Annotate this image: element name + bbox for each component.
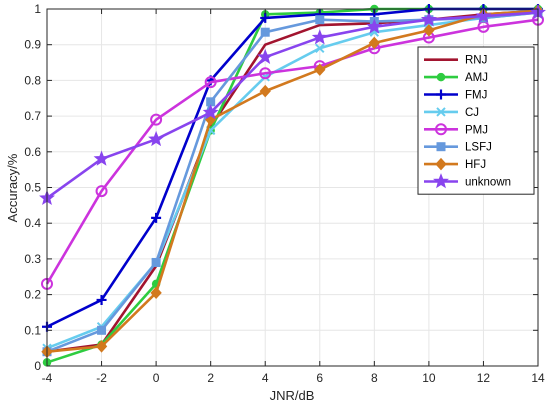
data-point-marker xyxy=(148,130,165,147)
legend-item: HFJ xyxy=(424,157,486,171)
data-point-marker xyxy=(95,185,108,198)
y-axis-label: Accuracy/% xyxy=(5,153,20,222)
y-tick-label: 0.9 xyxy=(24,38,41,52)
data-point-marker xyxy=(150,286,162,300)
y-axis-ticks: 0 0.1 0.2 0.3 0.4 0.5 0.6 0.7 0.8 0.9 1 xyxy=(24,2,538,373)
data-point-marker xyxy=(311,29,328,45)
y-tick-label: 0.2 xyxy=(24,288,41,302)
x-tick-label: -4 xyxy=(42,371,53,385)
data-point-marker xyxy=(436,89,446,100)
x-axis-ticks: -4 -2 0 2 4 6 8 10 12 14 xyxy=(42,9,545,385)
legend-label: CJ xyxy=(465,107,479,119)
legend-item: RNJ xyxy=(424,55,487,67)
legend-label: LSFJ xyxy=(465,142,492,154)
legend-label: HFJ xyxy=(465,159,486,171)
x-tick-label: 2 xyxy=(207,371,214,385)
x-tick-label: -2 xyxy=(96,371,107,385)
data-point-marker xyxy=(315,15,325,25)
data-point-marker xyxy=(259,84,271,98)
x-tick-label: 6 xyxy=(316,371,323,385)
legend-label: unknown xyxy=(465,177,511,189)
data-point-marker xyxy=(93,150,110,166)
y-tick-label: 1 xyxy=(34,2,41,16)
data-point-marker xyxy=(260,12,271,23)
x-tick-label: 0 xyxy=(153,371,160,385)
data-point-marker xyxy=(475,7,492,23)
data-point-marker xyxy=(436,107,446,117)
data-point-marker xyxy=(435,157,447,171)
x-tick-label: 4 xyxy=(262,371,269,385)
data-point-marker xyxy=(315,43,325,53)
data-point-marker xyxy=(366,18,383,34)
series-line xyxy=(45,18,539,285)
data-point-marker xyxy=(436,72,446,82)
data-point-marker xyxy=(420,11,437,27)
legend: RNJ AMJ FMJ CJ PMJ LSFJ HFJ unknown xyxy=(417,46,535,195)
data-point-marker xyxy=(433,173,449,189)
legend-item: CJ xyxy=(424,107,479,119)
y-tick-label: 0.3 xyxy=(24,252,41,266)
x-tick-label: 8 xyxy=(371,371,378,385)
data-point-marker xyxy=(151,212,162,223)
legend-box xyxy=(417,46,535,195)
y-tick-label: 0.8 xyxy=(24,73,41,87)
legend-label: FMJ xyxy=(465,90,487,102)
legend-item: unknown xyxy=(424,173,511,189)
legend-label: AMJ xyxy=(465,72,488,84)
data-point-marker xyxy=(368,36,381,50)
x-tick-label: 12 xyxy=(477,371,491,385)
legend-item: LSFJ xyxy=(424,142,492,154)
series-line xyxy=(46,11,539,200)
data-point-marker xyxy=(151,257,161,267)
data-point-marker xyxy=(436,142,446,152)
y-tick-label: 0.4 xyxy=(24,216,41,230)
y-tick-label: 0.1 xyxy=(24,323,41,337)
legend-label: PMJ xyxy=(465,124,488,136)
data-point-marker xyxy=(435,123,447,136)
data-point-marker xyxy=(97,325,107,335)
legend-item: AMJ xyxy=(424,72,488,84)
data-point-marker xyxy=(202,104,219,120)
data-point-marker xyxy=(259,67,272,80)
x-tick-label: 10 xyxy=(422,371,436,385)
data-point-marker xyxy=(150,113,163,126)
y-tick-label: 0.7 xyxy=(24,109,41,123)
y-tick-label: 0 xyxy=(34,359,41,373)
y-tick-label: 0.6 xyxy=(24,145,41,159)
data-point-marker xyxy=(95,340,108,353)
legend-item: PMJ xyxy=(424,123,488,136)
data-point-marker xyxy=(204,76,217,89)
data-point-marker xyxy=(423,24,435,37)
data-point-marker xyxy=(314,63,326,76)
y-tick-label: 0.5 xyxy=(24,181,41,195)
legend-item: FMJ xyxy=(424,89,487,102)
legend-label: RNJ xyxy=(465,55,487,67)
series-line xyxy=(46,9,539,354)
x-axis-label: JNR/dB xyxy=(270,388,315,403)
x-tick-label: 14 xyxy=(531,371,545,385)
data-point-marker xyxy=(260,27,270,37)
data-point-marker xyxy=(96,294,107,305)
data-point-marker xyxy=(257,48,274,64)
